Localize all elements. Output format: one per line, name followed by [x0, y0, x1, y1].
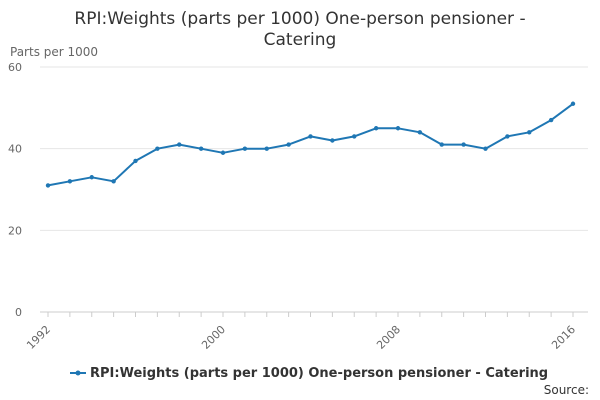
data-point-2005[interactable]: [330, 138, 335, 143]
x-tick-label-2016: 2016: [549, 323, 578, 352]
data-point-1999[interactable]: [198, 146, 204, 151]
y-tick-label-20: 20: [8, 224, 22, 237]
data-point-1996[interactable]: [133, 158, 138, 164]
x-tick-label-2000: 2000: [199, 323, 228, 352]
data-point-1992[interactable]: [45, 183, 51, 188]
data-point-1997[interactable]: [155, 146, 160, 151]
data-point-2008[interactable]: [395, 126, 401, 131]
gridlines: [40, 66, 588, 313]
data-point-2001[interactable]: [242, 146, 248, 151]
source-label: Source:: [544, 383, 589, 397]
data-point-2006[interactable]: [352, 134, 357, 139]
legend-swatch-marker: [75, 370, 81, 376]
chart-title-line-2: Catering: [264, 30, 337, 50]
legend[interactable]: RPI:Weights (parts per 1000) One-person …: [70, 366, 548, 381]
data-point-2012[interactable]: [483, 146, 488, 151]
series-line: [47, 102, 574, 187]
y-tick-label-60: 60: [8, 61, 22, 74]
data-point-1995[interactable]: [111, 179, 116, 184]
data-point-2015[interactable]: [548, 117, 554, 123]
data-point-1994[interactable]: [89, 175, 94, 180]
data-point-2011[interactable]: [461, 142, 466, 147]
y-tick-label-40: 40: [8, 143, 22, 156]
x-tick-label-2008: 2008: [374, 323, 403, 352]
x-axis-ticks: 1992 2000 2008 2016: [24, 312, 578, 352]
series-layer: [45, 101, 576, 188]
data-point-1998[interactable]: [177, 142, 182, 147]
data-point-2002[interactable]: [264, 146, 269, 151]
data-point-1993[interactable]: [67, 179, 73, 184]
chart-title-line-1: RPI:Weights (parts per 1000) One-person …: [74, 9, 525, 29]
legend-label: RPI:Weights (parts per 1000) One-person …: [90, 366, 548, 381]
x-tick-label-1992: 1992: [24, 323, 53, 352]
data-point-2003[interactable]: [286, 142, 291, 147]
data-point-2007[interactable]: [373, 126, 379, 131]
data-point-2016[interactable]: [570, 101, 576, 106]
data-point-2010[interactable]: [439, 142, 444, 147]
data-point-2000[interactable]: [220, 150, 226, 155]
y-axis-label: Parts per 1000: [10, 45, 98, 59]
data-point-2014[interactable]: [527, 130, 532, 135]
data-point-2004[interactable]: [308, 134, 313, 139]
data-point-2013[interactable]: [505, 134, 510, 139]
y-axis-ticks: 0 20 40 60: [8, 61, 22, 319]
y-tick-label-0: 0: [15, 306, 22, 319]
data-point-2009[interactable]: [417, 130, 423, 135]
